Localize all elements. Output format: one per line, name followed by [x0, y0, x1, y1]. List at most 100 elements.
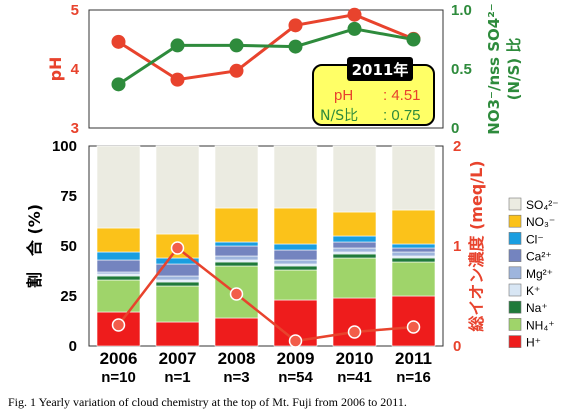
bar-2010-seg-7 — [332, 211, 377, 237]
top-plot-frame — [88, 9, 444, 129]
point-ph-2009 — [288, 18, 303, 33]
ph-tick-label: 4 — [71, 61, 80, 78]
bar-2007-seg-8 — [155, 145, 200, 235]
callout-title: 2011年 — [352, 61, 409, 79]
point-ns-2006 — [111, 77, 126, 92]
point-ph-2006 — [111, 34, 126, 49]
point-ph-2007 — [170, 72, 185, 87]
legend-swatch-2 — [508, 232, 522, 245]
bar-2010-seg-0 — [332, 297, 377, 347]
ion-tick-label: 0 — [453, 338, 461, 355]
bar-2009-seg-4 — [273, 259, 318, 265]
callout-ns-value: : 0.75 — [383, 107, 421, 124]
year-label-2006: 2006 — [100, 349, 138, 368]
series-line-ph — [117, 13, 415, 82]
legend-label-5: K⁺ — [526, 284, 540, 298]
total-ion-point-2011 — [406, 320, 421, 334]
point-ns-2007 — [170, 38, 185, 53]
ion-axis-title: 総イオン濃度 (meq/L) — [467, 160, 486, 331]
total-ion-point-2010 — [347, 325, 362, 339]
ph-tick-label: 5 — [71, 2, 79, 19]
bar-2009-seg-5 — [273, 249, 318, 261]
point-ns-2008 — [229, 38, 244, 53]
bar-2009-seg-2 — [273, 265, 318, 271]
bar-2006-seg-7 — [96, 227, 141, 253]
bar-2006-seg-6 — [96, 251, 141, 261]
total-ion-point-2009 — [288, 334, 303, 348]
legend-label-0: SO₄²⁻ — [526, 198, 559, 212]
point-ph-2008 — [229, 63, 244, 78]
sample-count-label-2011: n=16 — [396, 369, 431, 386]
bar-2008-seg-7 — [214, 207, 259, 243]
sample-count-label-2008: n=3 — [223, 369, 249, 386]
legend-label-2: Cl⁻ — [526, 232, 544, 246]
bar-2010-seg-1 — [332, 257, 377, 299]
top-panel: 3 4 5 0 0.5 1.0 pH NO3⁻/nss SO4²⁻ (N/S) 比 20… — [46, 2, 523, 137]
legend-swatch-6 — [508, 300, 522, 314]
legend: SO₄²⁻ NO₃⁻ Cl⁻ Ca²⁺ Mg²⁺ K⁺ Na⁺ NH₄⁺ H⁺ — [508, 197, 559, 350]
ns-tick-label: 1.0 — [451, 2, 472, 19]
percent-tick-label: 100 — [52, 138, 77, 155]
bar-2007-seg-4 — [155, 275, 200, 281]
ion-tick-label: 1 — [453, 238, 461, 255]
percent-tick-label: 50 — [60, 238, 77, 255]
callout-title-box — [347, 57, 413, 81]
bar-2008-seg-0 — [214, 317, 259, 347]
bar-2011-seg-1 — [391, 261, 436, 297]
bar-2011-seg-7 — [391, 209, 436, 245]
callout-2011: 2011年 pH : 4.51 N/S比 : 0.75 — [312, 57, 435, 126]
legend-label-7: NH₄⁺ — [526, 318, 555, 332]
year-label-2011: 2011 — [395, 349, 432, 368]
bar-2008-seg-6 — [214, 241, 259, 247]
bar-2008-seg-5 — [214, 245, 259, 257]
percent-tick-label: 25 — [60, 288, 77, 305]
bar-2008-seg-4 — [214, 255, 259, 261]
legend-label-4: Mg²⁺ — [526, 267, 553, 281]
bar-2009-seg-7 — [273, 207, 318, 245]
ns-axis-title-line2: (N/S) 比 — [505, 38, 523, 101]
bar-2006-seg-2 — [96, 275, 141, 281]
year-label-2008: 2008 — [218, 349, 256, 368]
percent-axis-title: 割 合 (%) — [25, 204, 44, 288]
bar-2007-seg-0 — [155, 321, 200, 347]
total-ion-series — [111, 241, 421, 348]
point-ns-2010 — [347, 21, 362, 36]
year-label-2009: 2009 — [277, 349, 315, 368]
ph-tick-label: 3 — [71, 120, 79, 137]
percent-tick-label: 75 — [60, 188, 77, 205]
point-ph-2010 — [347, 7, 362, 22]
ns-tick-label: 0 — [451, 120, 459, 137]
callout-ph-label: pH — [334, 87, 353, 104]
sample-count-label-2009: n=54 — [278, 369, 313, 386]
bar-2006-seg-5 — [96, 259, 141, 273]
bar-2006-seg-8 — [96, 145, 141, 229]
bar-2008-seg-2 — [214, 261, 259, 267]
bar-2010-seg-6 — [332, 235, 377, 243]
bar-2011-seg-8 — [391, 145, 436, 211]
series-line-ns — [117, 27, 414, 86]
ns-axis-title-line1: NO3⁻/nss SO4²⁻ — [485, 3, 503, 134]
total-ion-point-2008 — [229, 287, 244, 301]
legend-label-1: NO₃⁻ — [526, 215, 555, 229]
bar-2010-seg-8 — [332, 145, 377, 213]
bar-2009-seg-1 — [273, 269, 318, 301]
bottom-plot-frame — [88, 145, 444, 347]
callout-ph-value: : 4.51 — [383, 87, 421, 104]
ns-axis-ticks: 0 0.5 1.0 — [451, 2, 472, 137]
top-series-points — [111, 7, 421, 92]
bar-2010-seg-2 — [332, 253, 377, 259]
ion-axis-ticks: 0 1 2 — [453, 138, 461, 355]
legend-label-8: H⁺ — [526, 336, 541, 350]
percent-axis-ticks: 0 25 50 75 100 — [52, 138, 77, 355]
sample-count-label-2006: n=10 — [101, 369, 136, 386]
sample-count-label-2010: n=41 — [337, 369, 372, 386]
legend-label-3: Ca²⁺ — [526, 250, 552, 264]
ns-tick-label: 0.5 — [451, 61, 472, 78]
total-ion-point-2006 — [111, 318, 126, 332]
ion-tick-label: 2 — [453, 138, 461, 155]
legend-swatch-3 — [508, 249, 522, 262]
sample-count-label-2007: n=1 — [164, 369, 190, 386]
bar-2008-seg-8 — [214, 145, 259, 209]
